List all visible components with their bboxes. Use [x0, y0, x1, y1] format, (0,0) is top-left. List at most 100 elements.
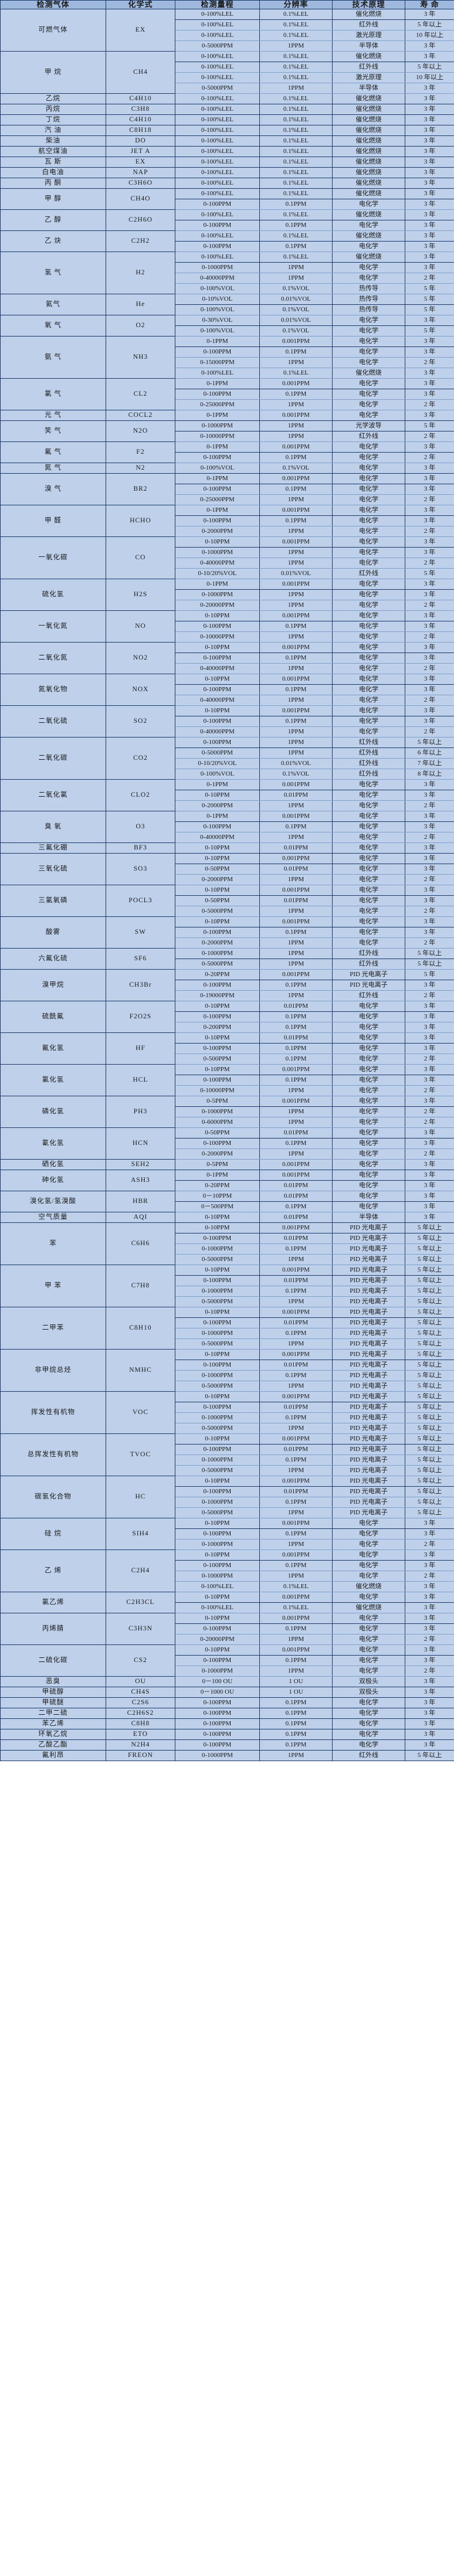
cell-technical-principle: 红外线 — [332, 990, 405, 1001]
cell-technical-principle: 电化学 — [332, 494, 405, 505]
cell-detection-range: 0-10000PPM — [175, 1085, 260, 1096]
cell-technical-principle: 电化学 — [332, 1117, 405, 1128]
cell-detection-range: 0-6000PPM — [175, 1117, 260, 1128]
table-row: 乙烷 C4H10 0-100%LEL 0.1%LEL 催化燃烧 3 年 — [0, 93, 454, 104]
cell-technical-principle: 电化学 — [332, 1085, 405, 1096]
cell-technical-principle: 电化学 — [332, 378, 405, 389]
cell-resolution: 0.1PPM — [259, 1412, 333, 1423]
cell-detection-range: 0-1PPM — [175, 473, 260, 484]
cell-technical-principle: 电化学 — [332, 389, 405, 400]
cell-detection-range: 0-10PPM — [175, 536, 260, 548]
table-row: 0－500PPM 0.1PPM 电化学 3 年 — [1, 1201, 454, 1212]
cell-technical-principle: 催化燃烧 — [332, 167, 405, 178]
cell-resolution: 0.1%LEL — [259, 114, 333, 125]
cell-technical-principle: PID 光电离子 — [332, 1402, 405, 1413]
table-row: 0-100PPM 0.1PPM 电化学 3 年 — [1, 220, 454, 231]
cell-technical-principle: PID 光电离子 — [332, 1275, 405, 1286]
header-row: 检测气体 化学式 检测量程 分辨率 技术原理 寿 命 — [0, 0, 454, 9]
cell-gas-name: 甲 苯 — [0, 1265, 106, 1307]
cell-detection-range: 0-100PPM — [175, 515, 260, 526]
table-row: 0-2000PPM 1PPM 电化学 2 年 — [1, 1148, 454, 1160]
table-row: 0-5000PPM 1PPM 红外线 5 年以上 — [1, 959, 454, 970]
cell-gas-name: 一氧化碳 — [0, 536, 106, 579]
cell-detection-range: 0-20PPM — [175, 1180, 260, 1191]
cell-technical-principle: PID 光电离子 — [332, 1370, 405, 1381]
cell-detection-range: 0-5000PPM — [175, 906, 260, 917]
cell-chemical-formula: C2H6S2 — [106, 1708, 175, 1719]
cell-detection-range: 0-100%LEL — [175, 167, 260, 178]
cell-detection-range: 0-100%VOL — [175, 463, 260, 474]
cell-technical-principle: 电化学 — [332, 1518, 405, 1529]
cell-lifespan: 5 年以上 — [405, 1476, 454, 1487]
cell-technical-principle: 催化燃烧 — [332, 104, 405, 115]
cell-technical-principle: 电化学 — [332, 642, 405, 653]
cell-lifespan: 3 年 — [405, 547, 454, 558]
cell-gas-name: 可燃气体 — [0, 9, 106, 52]
cell-lifespan: 2 年 — [405, 663, 454, 674]
cell-lifespan: 3 年 — [405, 642, 454, 653]
table-row: 氯乙烯 C2H3CL 0-10PPM 0.001PPM 电化学 3 年 — [0, 1592, 454, 1613]
cell-technical-principle: PID 光电离子 — [332, 1360, 405, 1371]
cell-detection-range: 0-10PPM — [175, 1265, 260, 1276]
cell-resolution: 0.1PPM — [259, 484, 333, 495]
cell-technical-principle: 催化燃烧 — [332, 51, 405, 62]
table-row: 0-25000PPM 1PPM 电化学 2 年 — [1, 399, 454, 410]
cell-lifespan: 3 年 — [405, 1623, 454, 1634]
cell-technical-principle: 电化学 — [332, 895, 405, 906]
cell-lifespan: 5 年以上 — [405, 19, 454, 30]
table-row: 0-1000PPM 1PPM 电化学 3 年 — [1, 547, 454, 558]
cell-resolution: 1PPM — [259, 399, 333, 410]
cell-gas-name: 乙 醇 — [0, 209, 106, 231]
cell-technical-principle: PID 光电离子 — [332, 1349, 405, 1360]
cell-lifespan: 3 年 — [405, 579, 454, 590]
cell-detection-range: 0-5000PPM — [175, 1296, 260, 1307]
cell-technical-principle: 电化学 — [332, 790, 405, 801]
cell-technical-principle: 电化学 — [332, 779, 405, 790]
cell-resolution: 1PPM — [259, 906, 333, 917]
cell-resolution: 1PPM — [259, 357, 333, 368]
cell-resolution: 0.01%VOL — [259, 758, 333, 769]
cell-technical-principle: 电化学 — [332, 505, 405, 516]
cell-detection-range: 0-1000PPM — [175, 262, 260, 273]
cell-resolution: 1PPM — [259, 874, 333, 885]
cell-lifespan: 3 年 — [405, 790, 454, 801]
cell-lifespan: 5 年以上 — [405, 1412, 454, 1423]
cell-technical-principle: 催化燃烧 — [332, 114, 405, 125]
cell-resolution: 0.001PPM — [259, 916, 333, 927]
cell-technical-principle: 催化燃烧 — [332, 368, 405, 379]
cell-lifespan: 3 年 — [405, 1560, 454, 1571]
cell-detection-range: 0-100%LEL — [175, 125, 260, 136]
cell-lifespan: 3 年 — [405, 473, 454, 484]
cell-technical-principle: 电化学 — [332, 336, 405, 347]
cell-detection-range: 0-100PPM — [175, 716, 260, 727]
cell-lifespan: 5 年以上 — [405, 1465, 454, 1476]
cell-detection-range: 0-50PPM — [175, 1127, 260, 1139]
cell-detection-range: 0-500PPM — [175, 1053, 260, 1065]
cell-resolution: 0.1%LEL — [259, 1581, 333, 1592]
cell-gas-name: 甲 醛 — [0, 505, 106, 537]
cell-resolution: 1PPM — [259, 547, 333, 558]
cell-resolution: 0.1PPM — [259, 684, 333, 695]
cell-resolution: 0.1PPM — [259, 199, 333, 210]
cell-technical-principle: PID 光电离子 — [332, 1423, 405, 1434]
cell-detection-range: 0-100%LEL — [175, 1581, 260, 1592]
cell-technical-principle: PID 光电离子 — [332, 1265, 405, 1276]
cell-resolution: 1PPM — [259, 1148, 333, 1160]
cell-chemical-formula: CH3Br — [106, 969, 175, 1001]
table-row: 六氟化硫 SF6 0-1000PPM 1PPM 红外线 5 年以上 — [0, 948, 454, 970]
cell-resolution: 0.1PPM — [259, 241, 333, 252]
cell-technical-principle: 电化学 — [332, 1729, 405, 1740]
cell-chemical-formula: VOC — [106, 1391, 175, 1434]
cell-gas-name: 硒化氢 — [0, 1159, 106, 1170]
cell-lifespan: 5 年以上 — [405, 1275, 454, 1286]
cell-lifespan: 3 年 — [405, 1644, 454, 1656]
cell-chemical-formula: POCL3 — [106, 885, 175, 917]
table-row: 0-50PPM 0.01PPM 电化学 3 年 — [1, 895, 454, 906]
cell-technical-principle: 催化燃烧 — [332, 135, 405, 147]
cell-detection-range: 0-1PPM — [175, 1170, 260, 1181]
cell-lifespan: 3 年 — [405, 389, 454, 400]
cell-lifespan: 5 年以上 — [405, 1349, 454, 1360]
cell-technical-principle: 电化学 — [332, 463, 405, 474]
cell-technical-principle: 催化燃烧 — [332, 125, 405, 136]
table-row: 0-40000PPM 1PPM 电化学 2 年 — [1, 558, 454, 569]
